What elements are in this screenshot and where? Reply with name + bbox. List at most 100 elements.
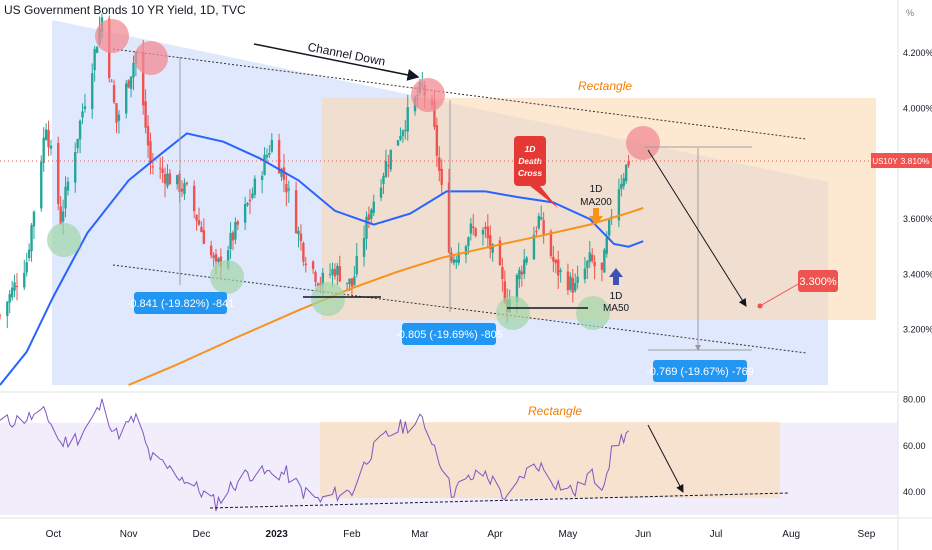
candle-body [91,73,94,110]
death-cross-callout: 1D Death Cross [514,136,558,208]
candle-body [399,135,402,140]
candle-body [467,237,470,246]
death-cross-text: Death [518,156,542,166]
candle-body [590,254,594,261]
x-tick-label: May [558,529,577,540]
candle-body [520,271,524,275]
candle-body [185,182,189,184]
candle-body [489,235,492,249]
candle-body [586,261,589,269]
x-tick-label: 2023 [266,529,289,540]
rsi-y-tick-label: 40.00 [903,487,926,497]
candle-body [117,114,121,121]
candle-body [450,252,453,262]
candle-body [622,178,625,187]
candle-body [542,220,545,235]
candle-body [229,233,232,250]
rsi-projection-arrow [647,424,684,493]
candle-body [192,185,196,212]
candle-body [574,282,577,291]
candle-body [464,246,468,256]
candle-body [110,81,113,83]
rsi-y-tick-label: 60.00 [903,441,926,451]
candle-body [571,278,574,293]
candle-body [472,226,475,229]
channel-upper-line [112,48,807,140]
candle-body [396,140,400,146]
candle-body [353,276,356,285]
candle-body [285,183,288,193]
candle-body [484,226,487,229]
measure-label-2: -0.805 (-19.69%) -805 [395,323,503,345]
candle-body [406,107,409,132]
candle-body [362,237,366,257]
candle-body [523,259,526,275]
candle-body [265,155,269,158]
symbol-tag-bg [871,153,899,169]
target-label-bg [798,270,838,292]
candle-body [316,283,320,286]
candle-body [474,228,477,236]
projection-arrow [647,149,747,307]
candle-body [549,231,553,257]
candle-body [195,215,198,221]
measure-label-3-text: -0.769 (-19.67%) -769 [646,366,754,378]
target-label: 3.300% [798,270,838,292]
candle-body [287,188,291,191]
candle-body [304,263,308,266]
candle-body [263,154,266,175]
measure-label-1-bg [134,292,227,314]
x-tick-label: Feb [343,529,361,540]
candle-body [518,269,521,280]
candle-body [277,140,281,174]
rsi-rectangle-zone [320,422,780,498]
candle-body [144,101,147,128]
death-cross-text: 1D [525,144,536,154]
candle-body [251,193,254,199]
candle-body [331,268,334,275]
candle-body [183,183,186,195]
candle-body [115,103,118,123]
candle-body [8,294,11,303]
candle-body [166,173,169,187]
channel-high-marker [411,78,445,112]
candle-body [209,245,213,256]
candle-body [588,252,591,263]
channel-high-marker [134,41,168,75]
x-tick-label: Jul [710,529,723,540]
measure-label-3-bg [653,360,747,382]
candle-body [593,261,596,267]
candle-body [231,232,235,241]
x-tick-label: Aug [782,529,800,540]
candle-body [0,315,2,317]
y-tick-label: 3.400% [903,269,932,279]
channel-low-marker [311,282,345,316]
ma200-label-line: 1D [590,184,603,195]
candle-body [226,250,230,268]
candle-body [234,222,237,240]
candle-body [158,167,162,169]
target-connector [759,282,801,307]
rsi-rectangle-label: Rectangle [528,404,582,418]
candle-body [93,49,96,71]
ma50-line [0,132,644,386]
chart-title: US Government Bonds 10 YR Yield, 1D, TVC [4,3,246,17]
measure-label-2-text: -0.805 (-19.69%) -805 [395,329,503,341]
candle-body [440,168,443,185]
candle-body [481,229,485,235]
candle-body [503,281,507,303]
candle-body [141,52,145,106]
channel-low-marker [496,296,530,330]
candle-body [486,226,490,239]
candle-body [435,125,439,156]
y-tick-label: 3.600% [903,214,932,224]
candle-body [32,211,36,227]
candle-body [13,282,16,291]
candle-body [624,164,628,182]
candle-body [540,217,543,220]
candle-body [132,62,135,78]
candle-body [236,221,240,225]
candle-body [280,168,283,177]
candle-body [566,271,570,291]
